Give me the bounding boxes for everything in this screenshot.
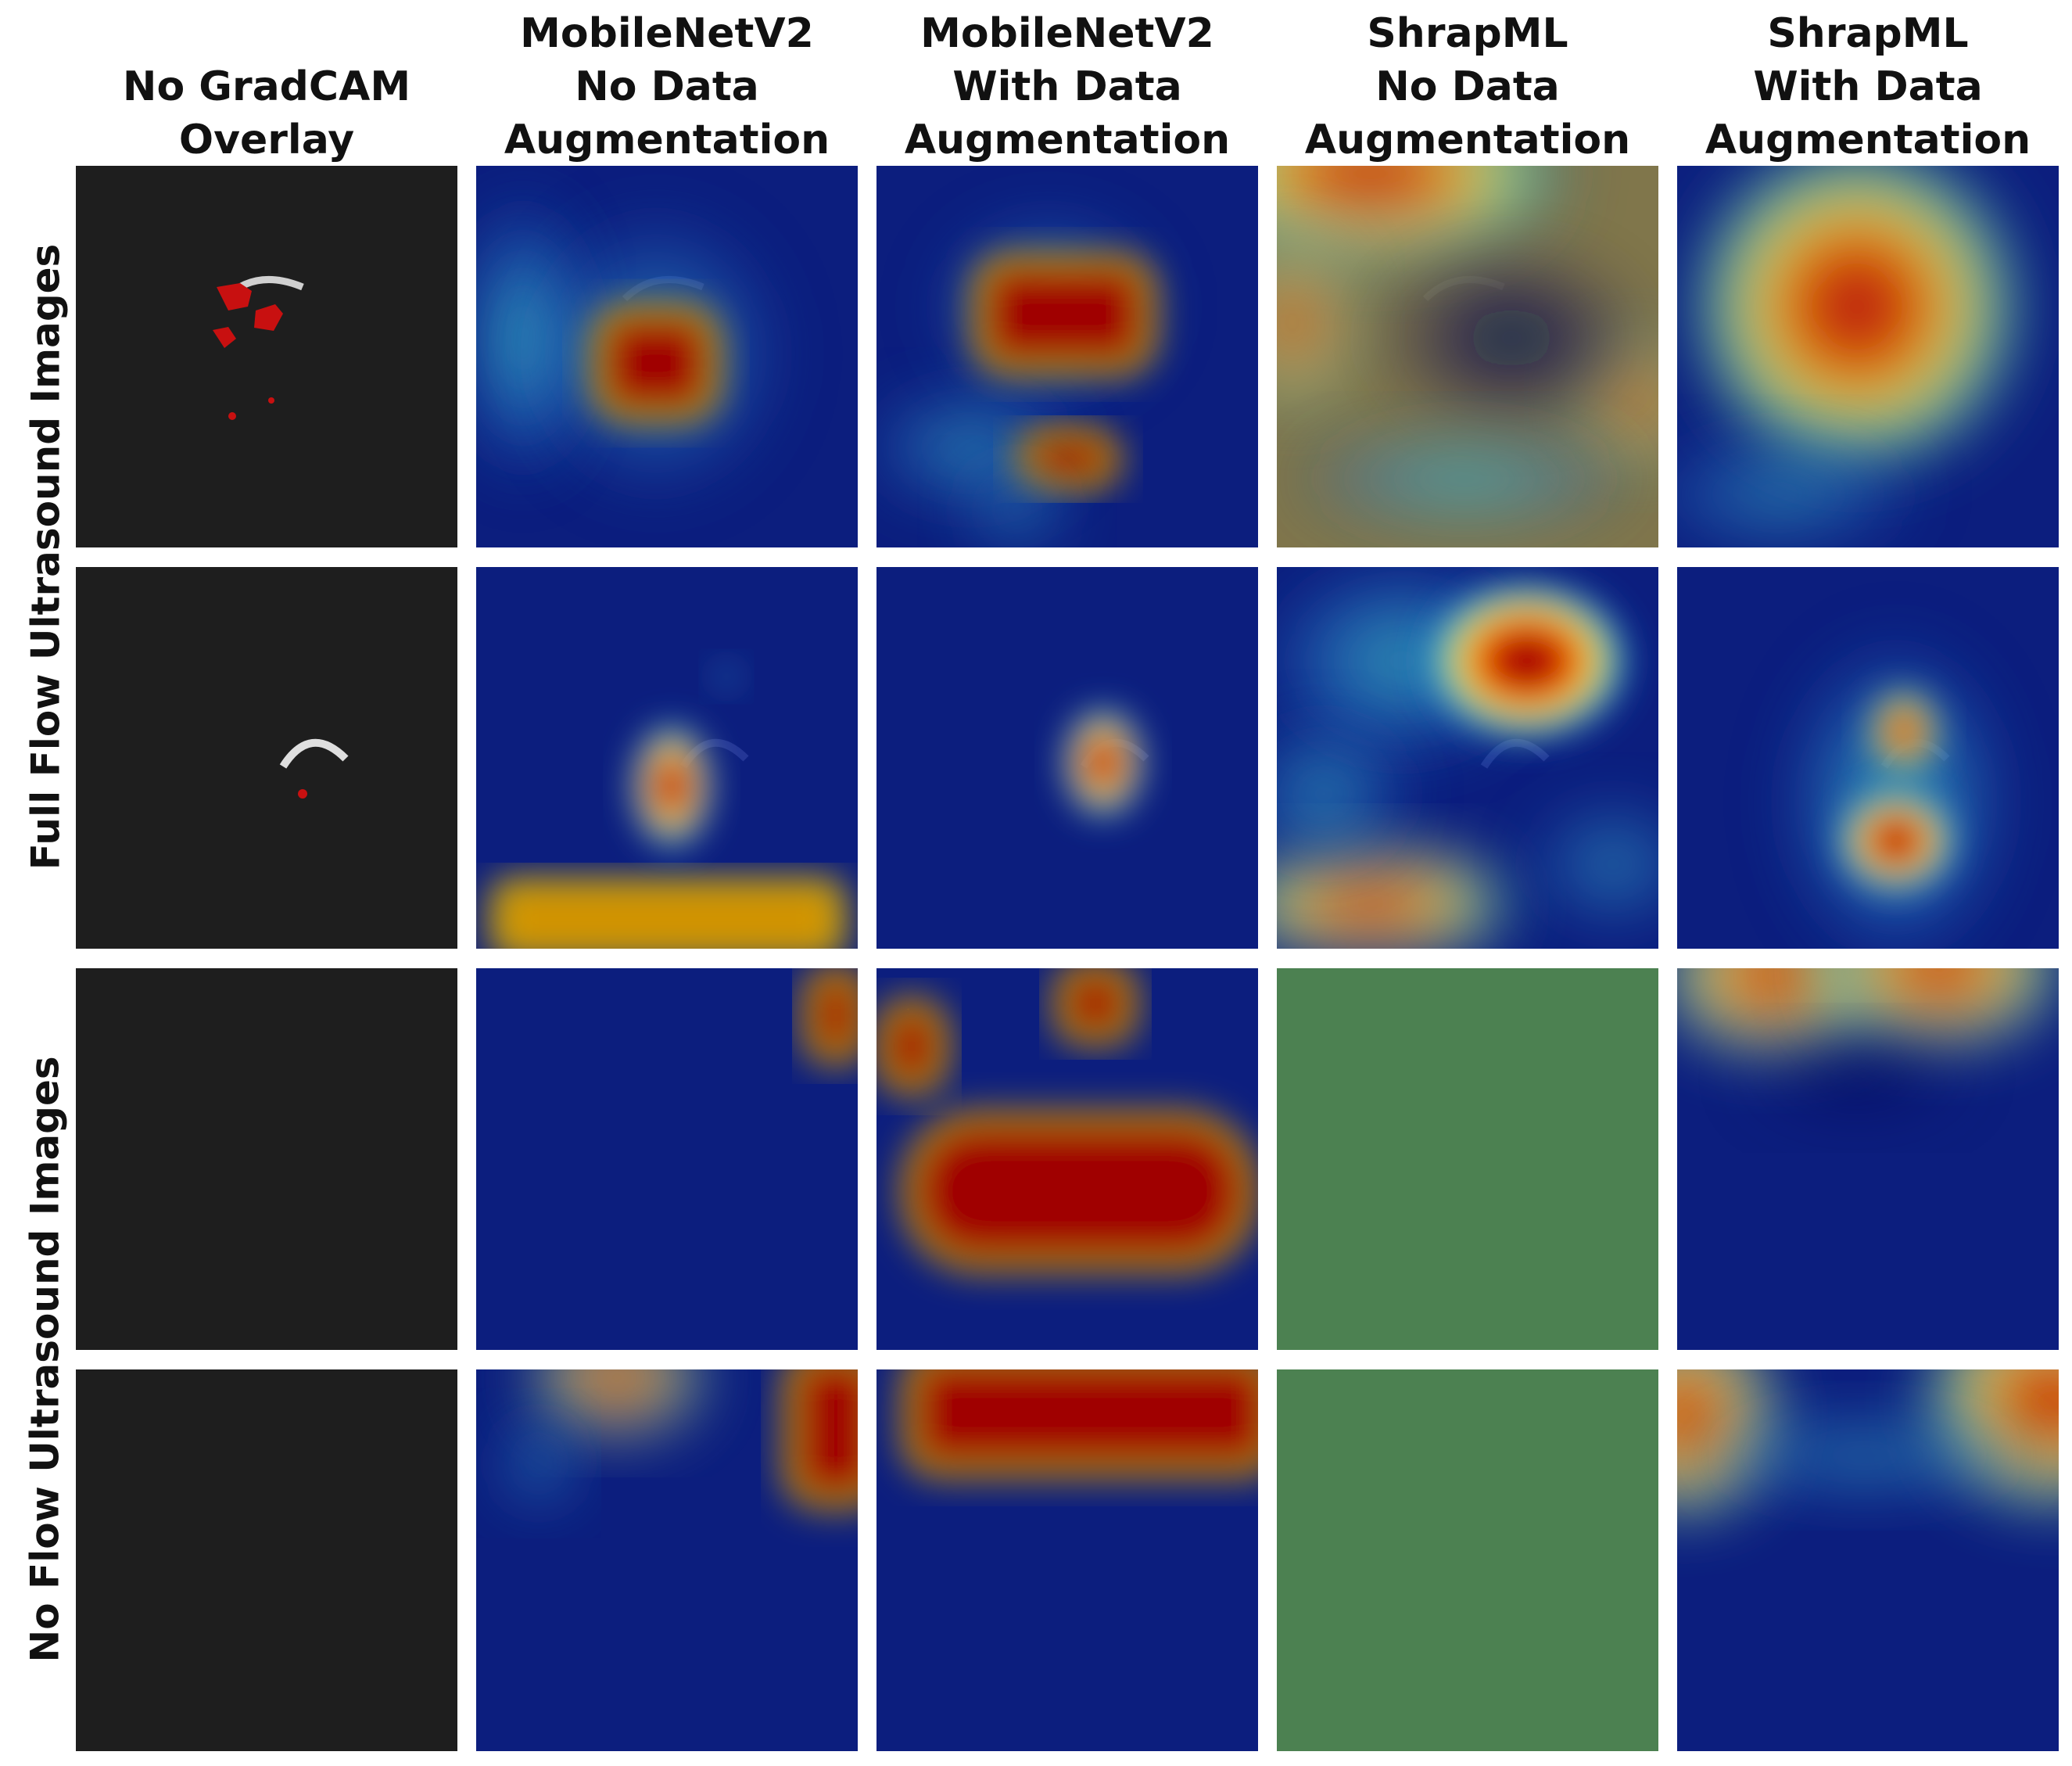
column-header-mobilenet-with-aug: MobileNetV2 With Data Augmentation [876,6,1258,167]
panel-row4-no-gradcam [76,1369,457,1751]
column-header-line: Overlay [178,117,355,163]
ultrasound-image [1677,968,2059,1350]
row-label-full-flow: Full Flow Ultrasound Images [23,243,69,870]
ultrasound-image [1277,567,1658,949]
column-header-line: No Data [575,63,759,110]
panel-row1-shrapml-with-aug [1677,166,2059,547]
column-header-line: Augmentation [504,117,830,163]
panel-row2-mobilenet-with-aug [876,567,1258,949]
column-header-line: ShrapML [1367,10,1568,57]
ultrasound-image [1277,1369,1658,1751]
column-header-line: Augmentation [1304,117,1631,163]
panel-row3-shrapml-with-aug [1677,968,2059,1350]
panel-row1-mobilenet-no-aug [476,166,858,547]
row-label-no-flow: No Flow Ultrasound Images [23,1056,69,1663]
panel-row2-shrapml-with-aug [1677,567,2059,949]
ultrasound-image [76,968,457,1350]
ultrasound-image [476,968,858,1350]
ultrasound-image [76,567,457,949]
column-header-line: MobileNetV2 [520,10,814,57]
column-header-line: No Data [1375,63,1560,110]
column-header-line: With Data [952,63,1182,110]
ultrasound-image [476,1369,858,1751]
ultrasound-image [1677,1369,2059,1751]
panel-row1-mobilenet-with-aug [876,166,1258,547]
column-header-line: MobileNetV2 [920,10,1214,57]
column-header-mobilenet-no-aug: MobileNetV2 No Data Augmentation [476,6,858,167]
panel-row2-no-gradcam [76,567,457,949]
column-header-shrapml-with-aug: ShrapML With Data Augmentation [1677,6,2059,167]
ultrasound-image [76,166,457,547]
ultrasound-image [76,1369,457,1751]
ultrasound-image [1677,567,2059,949]
ultrasound-image [1277,968,1658,1350]
panel-row3-no-gradcam [76,968,457,1350]
ultrasound-image [876,968,1258,1350]
panel-row4-shrapml-no-aug [1277,1369,1658,1751]
column-header-shrapml-no-aug: ShrapML No Data Augmentation [1277,6,1658,167]
panel-row1-no-gradcam [76,166,457,547]
column-header-line: With Data [1753,63,1983,110]
column-header-no-gradcam: No GradCAM Overlay [76,6,457,167]
ultrasound-image [476,567,858,949]
panel-row3-mobilenet-with-aug [876,968,1258,1350]
panel-row4-shrapml-with-aug [1677,1369,2059,1751]
column-header-line: ShrapML [1767,10,1969,57]
column-header-line: Augmentation [1705,117,2031,163]
ultrasound-image [876,567,1258,949]
panel-row2-mobilenet-no-aug [476,567,858,949]
panel-row2-shrapml-no-aug [1277,567,1658,949]
column-header-line: Augmentation [904,117,1231,163]
panel-row3-mobilenet-no-aug [476,968,858,1350]
panel-row4-mobilenet-no-aug [476,1369,858,1751]
panel-row1-shrapml-no-aug [1277,166,1658,547]
ultrasound-image [1277,166,1658,547]
ultrasound-image [876,1369,1258,1751]
ultrasound-image [1677,166,2059,547]
ultrasound-image [476,166,858,547]
panel-row3-shrapml-no-aug [1277,968,1658,1350]
ultrasound-image [876,166,1258,547]
column-header-line: No GradCAM [122,63,411,110]
panel-row4-mobilenet-with-aug [876,1369,1258,1751]
